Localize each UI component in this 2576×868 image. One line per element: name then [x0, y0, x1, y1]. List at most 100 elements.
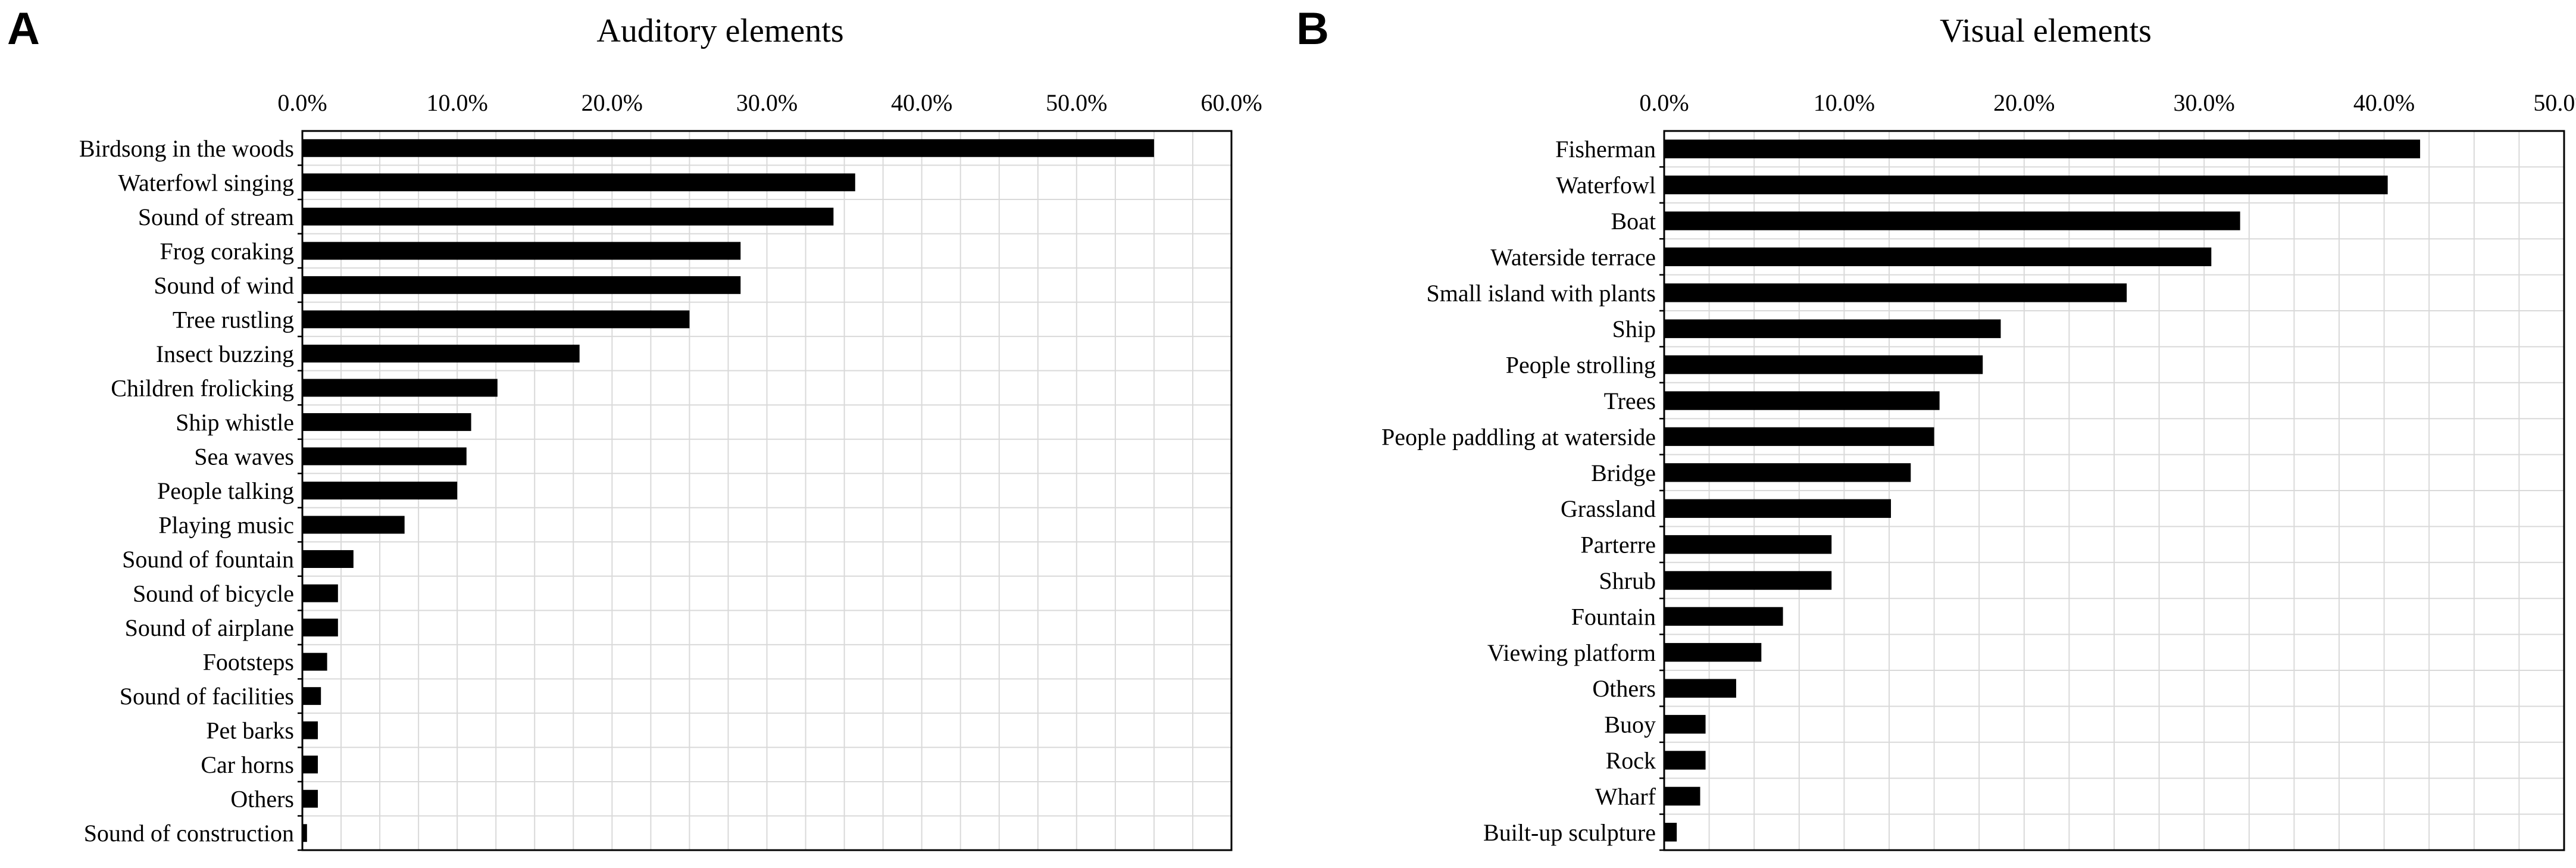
x-tick-label: 0.0% — [277, 89, 327, 116]
category-label: Fountain — [1571, 603, 1656, 630]
bar-rock — [1664, 751, 1706, 770]
bar-sound-of-facilities — [302, 687, 321, 705]
x-tick-label: 20.0% — [582, 89, 643, 116]
bar-footsteps — [302, 652, 327, 671]
bar-bridge — [1664, 463, 1911, 482]
bar-insect-buzzing — [302, 344, 580, 363]
tick-labels-a: 0.0% 10.0% 20.0% 30.0% 40.0% 50.0% 60.0% — [277, 89, 1262, 116]
chart-frame-b — [1663, 130, 2565, 851]
bar-waterside-terrace — [1664, 247, 2212, 267]
bar-people-paddling-at-waterside — [1664, 427, 1934, 447]
category-label: Built-up sculpture — [1483, 819, 1656, 846]
category-label: Sound of construction — [84, 820, 294, 847]
bar-ship — [1664, 319, 2001, 338]
bar-children-frolicking — [302, 379, 498, 397]
bar-sound-of-fountain — [302, 550, 354, 569]
category-label: Others — [230, 786, 294, 813]
bar-car-horns — [302, 755, 318, 774]
bar-built-up-sculpture — [1664, 823, 1677, 842]
bar-waterfowl-singing — [302, 173, 855, 192]
x-tick-label: 10.0% — [427, 89, 488, 116]
category-label: Waterfowl — [1556, 172, 1656, 199]
x-tick-label: 60.0% — [1201, 89, 1262, 116]
category-label: Bridge — [1591, 460, 1656, 486]
bar-sound-of-stream — [302, 207, 834, 226]
category-label: Trees — [1604, 388, 1656, 414]
bar-grassland — [1664, 499, 1892, 518]
category-label: People strolling — [1506, 352, 1656, 379]
chart-title-visual: Visual elements — [1940, 13, 2152, 49]
bar-sound-of-bicycle — [302, 584, 338, 602]
category-label: Rock — [1606, 747, 1656, 774]
category-label: Sound of wind — [154, 272, 294, 299]
bar-waterfowl — [1664, 175, 2388, 195]
category-label: Footsteps — [203, 649, 294, 676]
bar-wharf — [1664, 786, 1700, 806]
category-label: Ship — [1612, 316, 1656, 342]
bar-others — [1664, 679, 1736, 698]
category-label: Fisherman — [1555, 136, 1656, 163]
category-label: Pet barks — [206, 717, 294, 744]
category-label: Viewing platform — [1487, 639, 1656, 666]
bar-frog-coraking — [302, 242, 741, 260]
category-label: Waterside terrace — [1490, 243, 1656, 270]
category-label: Others — [1592, 675, 1656, 702]
bar-viewing-platform — [1664, 643, 1762, 662]
category-label: Playing music — [158, 512, 294, 539]
tick-labels-b: 0.0% 10.0% 20.0% 30.0% 40.0% 50.0% — [1639, 89, 2576, 116]
bar-parterre — [1664, 535, 1832, 554]
bar-buoy — [1664, 714, 1706, 734]
panel-b: B Visual elements 0.0% 10.0% 20.0% 30.0% 40.… — [1296, 4, 2576, 851]
bar-others — [302, 789, 318, 808]
bars-b — [1664, 139, 2421, 842]
bar-sound-of-wind — [302, 276, 741, 294]
x-tick-label: 0.0% — [1639, 89, 1689, 116]
category-label: Sound of stream — [138, 204, 294, 230]
bar-playing-music — [302, 516, 405, 534]
x-tick-label: 40.0% — [891, 89, 952, 116]
bar-boat — [1664, 211, 2240, 230]
category-label: Shrub — [1599, 567, 1656, 594]
category-label: Parterre — [1580, 532, 1656, 558]
category-label: Buoy — [1604, 711, 1656, 738]
category-label: Birdsong in the woods — [79, 135, 294, 162]
bar-tree-rustling — [302, 310, 690, 329]
panel-letter-b: B — [1296, 4, 1329, 54]
category-label: Children frolicking — [111, 374, 294, 401]
bar-sea-waves — [302, 447, 467, 466]
bar-small-island-with-plants — [1664, 283, 2127, 302]
x-tick-label: 30.0% — [736, 89, 798, 116]
bar-fisherman — [1664, 139, 2421, 158]
category-label: Sound of airplane — [125, 614, 294, 641]
category-label: Sea waves — [194, 443, 294, 470]
chart-frame-a — [301, 130, 1233, 851]
category-label: People paddling at waterside — [1381, 423, 1656, 450]
category-label: Sound of bicycle — [133, 580, 294, 607]
bar-birdsong-in-the-woods — [302, 139, 1154, 157]
bar-pet-barks — [302, 721, 318, 739]
x-tick-label: 20.0% — [1993, 89, 2055, 116]
bar-people-strolling — [1664, 355, 1983, 374]
category-label: Small island with plants — [1426, 280, 1656, 307]
category-labels-b: Fisherman Waterfowl Boat Waterside terrace S… — [1381, 136, 1664, 851]
bar-fountain — [1664, 607, 1783, 626]
gridlines-b — [1664, 131, 2564, 850]
x-tick-label: 10.0% — [1814, 89, 1875, 116]
category-label: Boat — [1611, 208, 1656, 235]
bar-ship-whistle — [302, 413, 471, 431]
category-label: Sound of facilities — [120, 683, 294, 710]
bar-sound-of-airplane — [302, 619, 338, 637]
chart-title-auditory: Auditory elements — [596, 13, 843, 49]
bar-trees — [1664, 391, 1940, 410]
category-label: Car horns — [201, 751, 294, 778]
panel-a: A Auditory elements 0.0% 10.0% 20.0% 30.0% 4… — [7, 4, 1262, 851]
category-label: Frog coraking — [160, 238, 294, 264]
category-label: People talking — [157, 477, 294, 504]
x-tick-label: 40.0% — [2353, 89, 2415, 116]
category-labels-a: Birdsong in the woods Waterfowl singing So… — [79, 135, 302, 851]
category-label: Ship whistle — [176, 409, 294, 436]
bars-a — [302, 139, 1154, 842]
panel-letter-a: A — [7, 4, 40, 54]
bar-people-talking — [302, 482, 458, 499]
